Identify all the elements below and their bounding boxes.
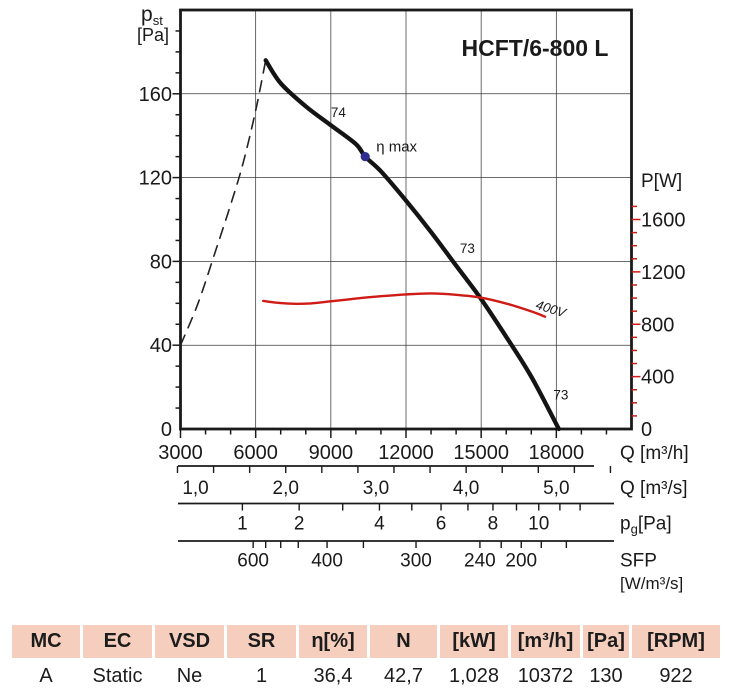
scale-unit-sfp: SFP (620, 551, 657, 572)
y-left-tick-label: 40 (150, 335, 172, 357)
y-left-axis-unit: [Pa] (137, 25, 169, 45)
scale-tick-label: 1,0 (182, 478, 208, 499)
spec-value-eta: 36,4 (313, 665, 353, 687)
scale-tick-label: 600 (237, 551, 269, 572)
x-tick-label: 9000 (309, 442, 354, 464)
scale-tick-label: 5,0 (543, 478, 569, 499)
y-left-axis-label: pst (141, 3, 163, 28)
y-left-tick-label: 120 (139, 168, 172, 190)
spec-header-sr: SR (227, 625, 296, 658)
scale-tick-label: 200 (505, 551, 537, 572)
y-left-tick-label: 160 (139, 84, 172, 106)
y-right-axis-label: P[W] (641, 171, 682, 192)
y-left-tick-label: 0 (161, 419, 172, 441)
eta-max-label: η max (376, 139, 417, 156)
spec-table-header-row: MC EC VSD SR η[%] N [kW] [m³/h] [Pa] [RP… (0, 625, 731, 658)
y-right-tick-label: 1600 (641, 210, 686, 232)
stall-region-dashed-curve (179, 59, 267, 346)
efficiency-curve-label: 73 (460, 241, 475, 256)
spec-value-kw: 1,028 (448, 665, 500, 687)
scale-unit-m3s: Q [m³/s] (620, 478, 688, 499)
y-right-tick-label: 1200 (641, 262, 686, 284)
scale-unit-pg: pg[Pa] (620, 514, 672, 537)
power-curve-400V (261, 292, 547, 318)
efficiency-curve-label: 74 (331, 105, 347, 120)
spec-table-value-row: A Static Ne 1 36,4 42,7 1,028 10372 130 … (0, 658, 731, 694)
chart-geometry: 3000 6000 9000 12000 15000 180000408012016004… (139, 8, 686, 572)
spec-value-m3h: 10372 (517, 665, 574, 687)
chart-title: HCFT/6-800 L (462, 35, 609, 61)
scale-tick-label: 8 (488, 514, 499, 535)
spec-value-mc: A (39, 665, 53, 687)
x-tick-label: 18000 (529, 442, 585, 464)
spec-value-ec: Static (92, 665, 143, 687)
scale-tick-label: 2 (294, 514, 305, 535)
spec-header-n: N (370, 625, 437, 658)
scale-tick-label: 300 (400, 551, 432, 572)
spec-header-eta: η[%] (299, 625, 367, 658)
y-right-tick-label: 0 (641, 419, 652, 441)
spec-header-vsd: VSD (155, 625, 224, 658)
scale-tick-label: 240 (464, 551, 496, 572)
power-curve-voltage-label: 400V (534, 297, 569, 321)
spec-header-mc: MC (12, 625, 80, 658)
x-tick-label: 12000 (378, 442, 434, 464)
scale-unit-sfp-2: [W/m³/s] (620, 574, 683, 593)
fan-pressure-curve (263, 58, 561, 432)
spec-value-pa: 130 (589, 665, 623, 687)
efficiency-curve-label: 73 (553, 388, 568, 403)
scale-tick-label: 4,0 (453, 478, 479, 499)
scale-tick-label: 3,0 (363, 478, 389, 499)
spec-header-kw: [kW] (440, 625, 508, 658)
x-axis-unit: Q [m³/h] (620, 443, 689, 464)
spec-header-ec: EC (83, 625, 152, 658)
spec-header-m3h: [m³/h] (511, 625, 580, 658)
spec-table: MC EC VSD SR η[%] N [kW] [m³/h] [Pa] [RP… (0, 625, 731, 694)
scale-tick-label: 4 (374, 514, 385, 535)
spec-header-pa: [Pa] (583, 625, 629, 658)
scale-tick-label: 1 (237, 514, 248, 535)
spec-value-vsd: Ne (176, 665, 203, 687)
spec-value-n: 42,7 (384, 665, 423, 687)
x-tick-label: 6000 (233, 442, 278, 464)
y-right-tick-label: 400 (641, 367, 674, 389)
x-tick-label: 3000 (158, 442, 203, 464)
scale-tick-label: 10 (528, 514, 549, 535)
spec-value-sr: 1 (255, 665, 268, 687)
y-left-tick-label: 80 (150, 251, 172, 273)
spec-header-rpm: [RPM] (632, 625, 720, 658)
fan-curve-chart: 3000 6000 9000 12000 15000 180000408012016004… (137, 3, 689, 593)
scale-tick-label: 2,0 (273, 478, 299, 499)
x-tick-label: 15000 (453, 442, 509, 464)
scale-tick-label: 400 (311, 551, 343, 572)
spec-value-rpm: 922 (659, 665, 693, 687)
y-right-tick-label: 800 (641, 314, 674, 336)
eta-max-point (360, 152, 370, 162)
scale-tick-label: 6 (436, 514, 447, 535)
